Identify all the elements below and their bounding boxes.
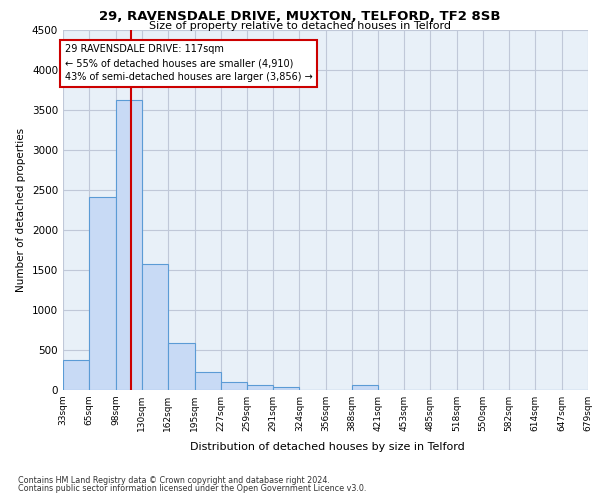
- Text: Size of property relative to detached houses in Telford: Size of property relative to detached ho…: [149, 21, 451, 31]
- Y-axis label: Number of detached properties: Number of detached properties: [16, 128, 26, 292]
- Bar: [116, 100, 142, 390]
- Bar: [63, 360, 89, 390]
- Bar: [247, 385, 272, 390]
- Text: Contains HM Land Registry data © Crown copyright and database right 2024.: Contains HM Land Registry data © Crown c…: [18, 476, 330, 485]
- Bar: [352, 385, 379, 390]
- Bar: [89, 197, 116, 390]
- Bar: [221, 382, 247, 390]
- Text: Contains public sector information licensed under the Open Government Licence v3: Contains public sector information licen…: [18, 484, 367, 493]
- Bar: [272, 387, 299, 390]
- Text: 29, RAVENSDALE DRIVE, MUXTON, TELFORD, TF2 8SB: 29, RAVENSDALE DRIVE, MUXTON, TELFORD, T…: [99, 10, 501, 23]
- Bar: [168, 343, 194, 390]
- Bar: [194, 372, 221, 390]
- Text: 29 RAVENSDALE DRIVE: 117sqm
← 55% of detached houses are smaller (4,910)
43% of : 29 RAVENSDALE DRIVE: 117sqm ← 55% of det…: [65, 44, 313, 82]
- Text: Distribution of detached houses by size in Telford: Distribution of detached houses by size …: [190, 442, 464, 452]
- Bar: [142, 264, 168, 390]
